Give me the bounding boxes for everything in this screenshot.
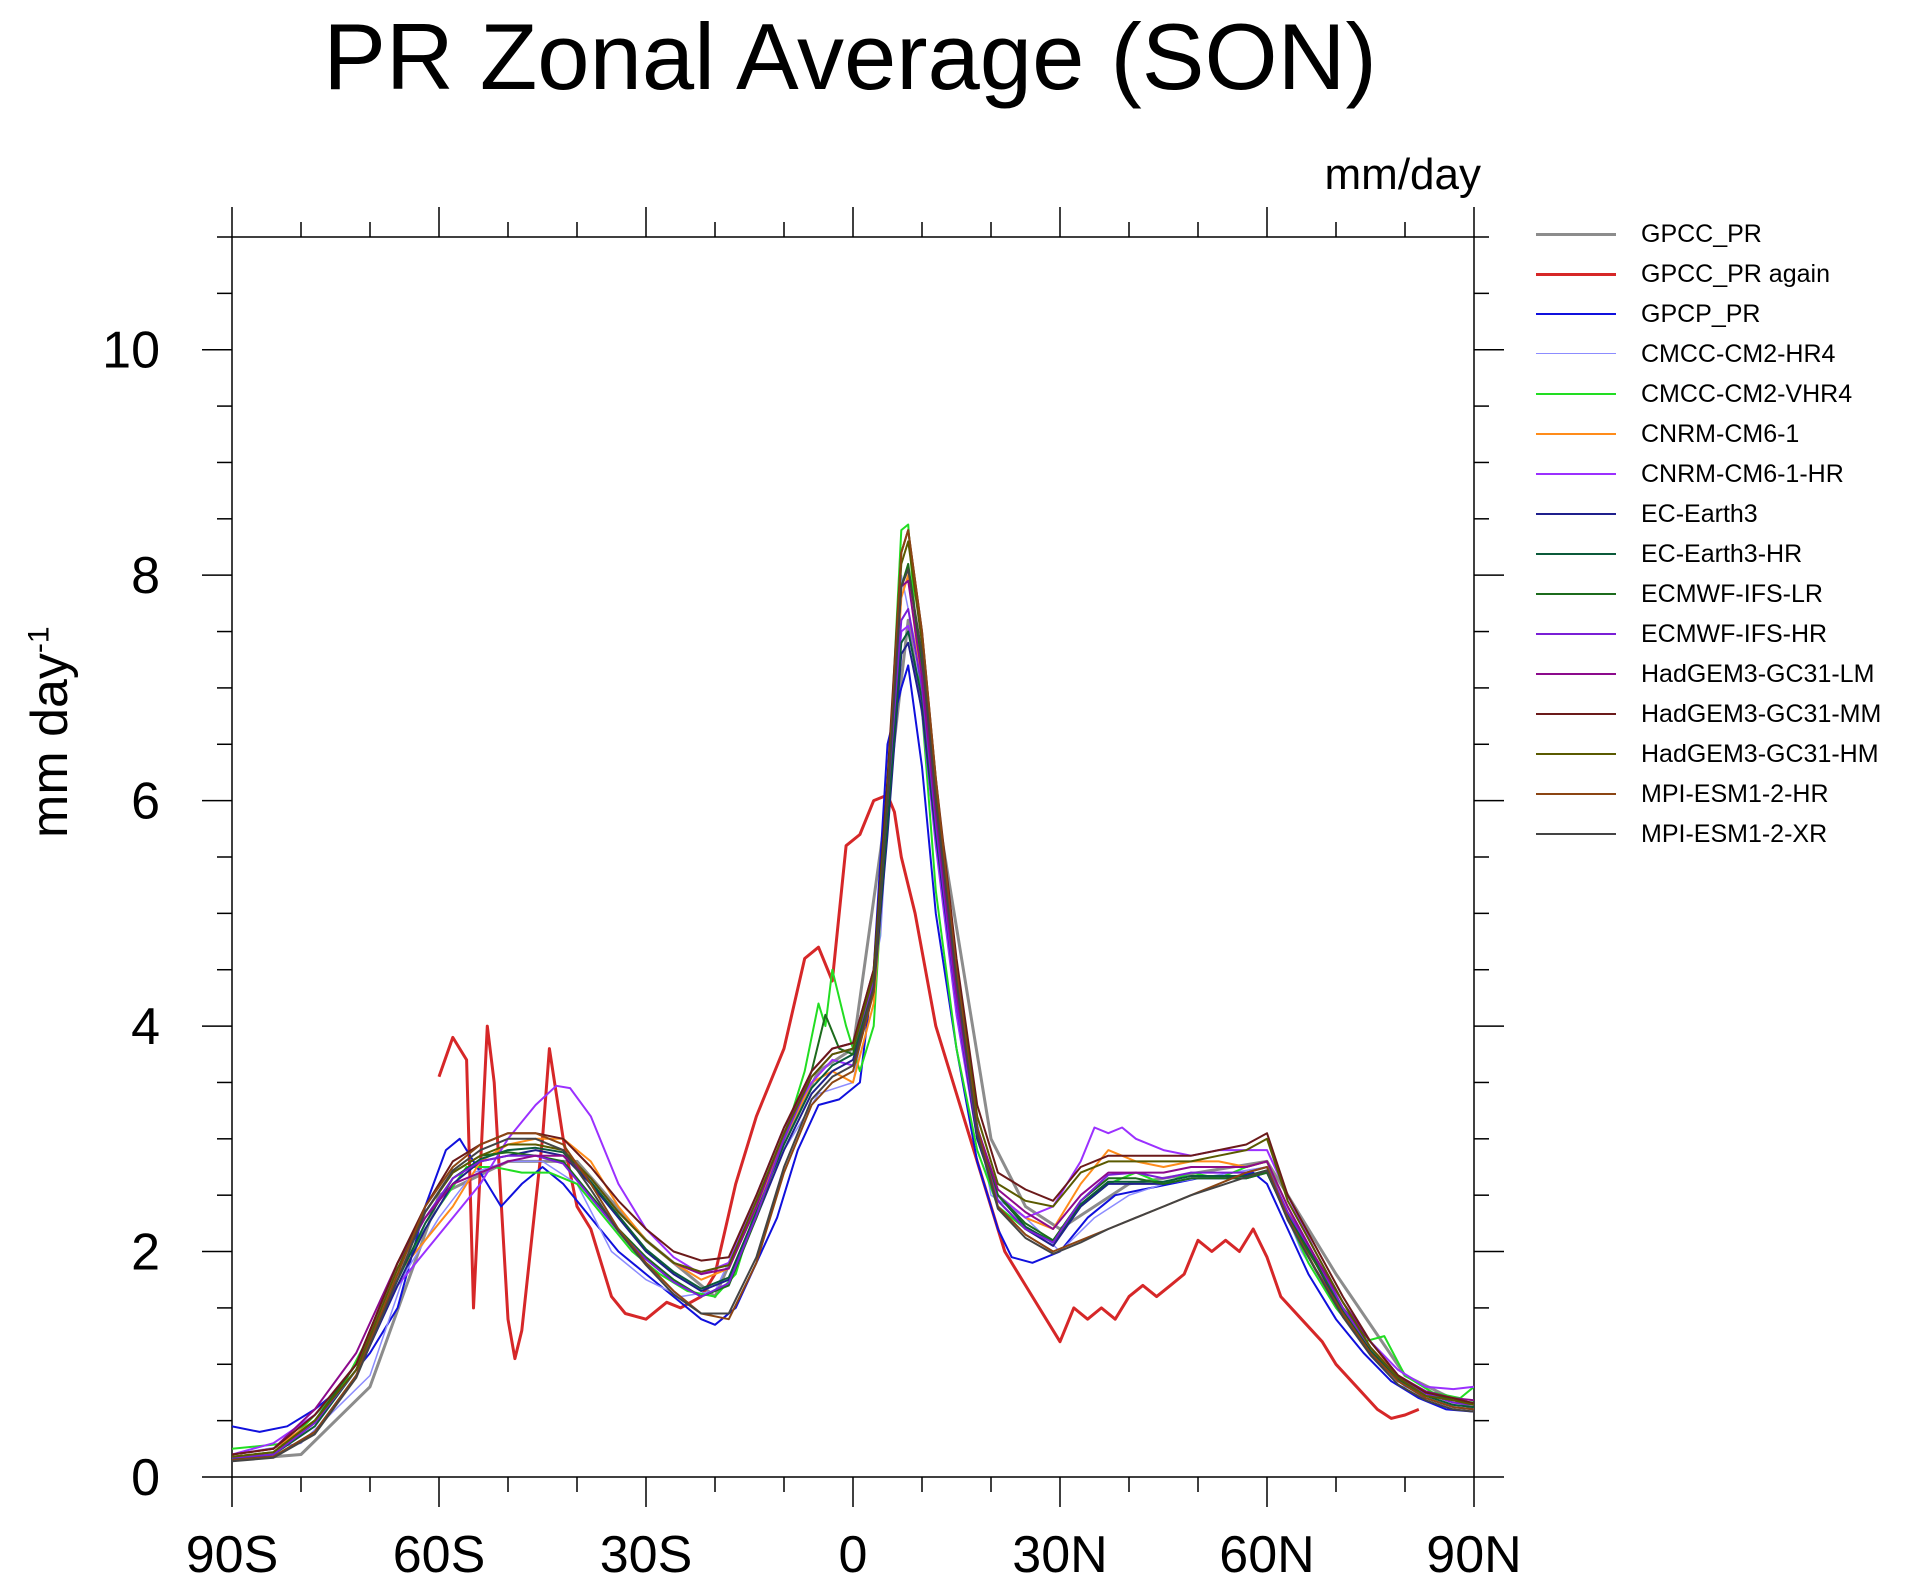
y-tick-label: 10 bbox=[102, 322, 160, 380]
series-line bbox=[232, 574, 1474, 1456]
legend-label: GPCC_PR again bbox=[1641, 260, 1830, 288]
legend-label: CNRM-CM6-1 bbox=[1641, 420, 1800, 448]
legend-swatch bbox=[1536, 793, 1616, 795]
legend-label: HadGEM3-GC31-HM bbox=[1641, 740, 1879, 768]
legend-label: HadGEM3-GC31-LM bbox=[1641, 660, 1875, 688]
legend-swatch bbox=[1536, 713, 1616, 715]
legend-label: GPCC_PR bbox=[1641, 220, 1762, 248]
y-tick-label: 2 bbox=[131, 1224, 160, 1282]
legend-swatch bbox=[1536, 353, 1616, 354]
y-tick-label: 4 bbox=[131, 998, 160, 1056]
series-line bbox=[232, 529, 1474, 1462]
legend-label: ECMWF-IFS-HR bbox=[1641, 620, 1828, 648]
legend-label: CNRM-CM6-1-HR bbox=[1641, 460, 1844, 488]
legend-swatch bbox=[1536, 273, 1616, 276]
legend-item: CNRM-CM6-1 bbox=[1536, 414, 1906, 454]
legend-swatch bbox=[1536, 393, 1616, 395]
legend-label: GPCP_PR bbox=[1641, 300, 1761, 328]
legend-swatch bbox=[1536, 233, 1616, 236]
x-tick-label: 60N bbox=[1219, 1526, 1314, 1584]
legend-label: HadGEM3-GC31-MM bbox=[1641, 700, 1882, 728]
series-line bbox=[232, 562, 1474, 1458]
legend-item: EC-Earth3-HR bbox=[1536, 534, 1906, 574]
y-tick-label: 8 bbox=[131, 547, 160, 605]
legend-item: GPCC_PR bbox=[1536, 214, 1906, 254]
legend-label: CMCC-CM2-HR4 bbox=[1641, 340, 1836, 368]
x-tick-label: 90N bbox=[1426, 1526, 1521, 1584]
y-axis-label-text: mm day bbox=[21, 653, 79, 838]
x-tick-label: 60S bbox=[393, 1526, 486, 1584]
legend-swatch bbox=[1536, 513, 1616, 515]
legend-swatch bbox=[1536, 473, 1616, 475]
legend-swatch bbox=[1536, 433, 1616, 435]
legend-label: EC-Earth3-HR bbox=[1641, 540, 1803, 568]
legend-swatch bbox=[1536, 553, 1616, 555]
legend-item: MPI-ESM1-2-HR bbox=[1536, 774, 1906, 814]
series-line bbox=[232, 529, 1474, 1456]
legend-item: CNRM-CM6-1-HR bbox=[1536, 454, 1906, 494]
legend-swatch bbox=[1536, 633, 1616, 635]
legend-label: ECMWF-IFS-LR bbox=[1641, 580, 1823, 608]
legend-swatch bbox=[1536, 313, 1616, 315]
units-label: mm/day bbox=[1324, 150, 1481, 199]
y-axis-label-exponent: -1 bbox=[22, 626, 56, 654]
x-tick-label: 90S bbox=[186, 1526, 279, 1584]
series-line bbox=[232, 523, 1474, 1450]
legend-item: CMCC-CM2-VHR4 bbox=[1536, 374, 1906, 414]
series-line bbox=[232, 579, 1474, 1456]
legend-item: MPI-ESM1-2-XR bbox=[1536, 814, 1906, 854]
legend-swatch bbox=[1536, 673, 1616, 675]
plot-frame bbox=[231, 236, 1475, 1478]
series-line bbox=[232, 608, 1474, 1459]
y-axis-label: mm day-1 bbox=[20, 626, 80, 838]
series-line bbox=[232, 574, 1474, 1456]
y-tick-label: 0 bbox=[131, 1449, 160, 1507]
series-line bbox=[232, 624, 1474, 1456]
x-tick-label: 30S bbox=[600, 1526, 693, 1584]
x-tick-label: 0 bbox=[839, 1526, 868, 1584]
legend-label: CMCC-CM2-VHR4 bbox=[1641, 380, 1853, 408]
legend-item: ECMWF-IFS-HR bbox=[1536, 614, 1906, 654]
legend-label: MPI-ESM1-2-XR bbox=[1641, 820, 1828, 848]
series-line bbox=[437, 793, 1420, 1420]
x-tick-label: 30N bbox=[1012, 1526, 1107, 1584]
legend-swatch bbox=[1536, 593, 1616, 595]
legend-item: ECMWF-IFS-LR bbox=[1536, 574, 1906, 614]
legend-item: GPCC_PR again bbox=[1536, 254, 1906, 294]
legend-label: MPI-ESM1-2-HR bbox=[1641, 780, 1829, 808]
series-group bbox=[232, 523, 1474, 1463]
legend-item: EC-Earth3 bbox=[1536, 494, 1906, 534]
legend-item: GPCP_PR bbox=[1536, 294, 1906, 334]
legend-item: HadGEM3-GC31-LM bbox=[1536, 654, 1906, 694]
series-line bbox=[232, 568, 1474, 1463]
legend-item: CMCC-CM2-HR4 bbox=[1536, 334, 1906, 374]
series-line bbox=[232, 540, 1474, 1458]
legend-item: HadGEM3-GC31-MM bbox=[1536, 694, 1906, 734]
legend-item: HadGEM3-GC31-HM bbox=[1536, 734, 1906, 774]
chart-title: PR Zonal Average (SON) bbox=[323, 4, 1377, 109]
legend-label: EC-Earth3 bbox=[1641, 500, 1758, 528]
y-tick-label: 6 bbox=[131, 773, 160, 831]
legend-swatch bbox=[1536, 833, 1616, 835]
legend-swatch bbox=[1536, 753, 1616, 755]
